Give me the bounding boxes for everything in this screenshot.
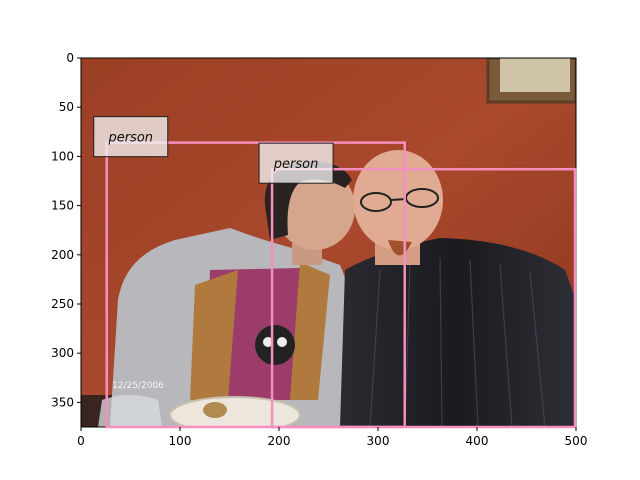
x-tick-label: 200 (268, 434, 291, 448)
x-tick-label: 100 (169, 434, 192, 448)
y-axis: 0 50 100 150 200 250 300 350 (51, 51, 81, 409)
x-tick-label: 0 (77, 434, 85, 448)
y-tick-label: 150 (51, 199, 74, 213)
photo: 12/25/2006 (81, 58, 576, 427)
bounding-box (270, 167, 577, 429)
y-tick-label: 250 (51, 297, 74, 311)
bounding-box (105, 141, 406, 429)
x-axis: 0 100 200 300 400 500 (77, 427, 587, 448)
box-label-background (258, 142, 334, 184)
y-tick-label: 200 (51, 248, 74, 262)
y-tick-label: 0 (66, 51, 74, 65)
x-tick-label: 300 (367, 434, 390, 448)
y-tick-label: 350 (51, 395, 74, 409)
box-label: person (107, 131, 153, 146)
box-label-background (93, 116, 169, 158)
box-label: person (273, 157, 319, 172)
y-tick-label: 50 (59, 100, 74, 114)
photo-timestamp: 12/25/2006 (112, 381, 164, 391)
x-tick-label: 500 (565, 434, 588, 448)
y-tick-label: 100 (51, 149, 74, 163)
x-tick-label: 400 (466, 434, 489, 448)
y-tick-label: 300 (51, 346, 74, 360)
detections-layer: person person (93, 116, 577, 429)
